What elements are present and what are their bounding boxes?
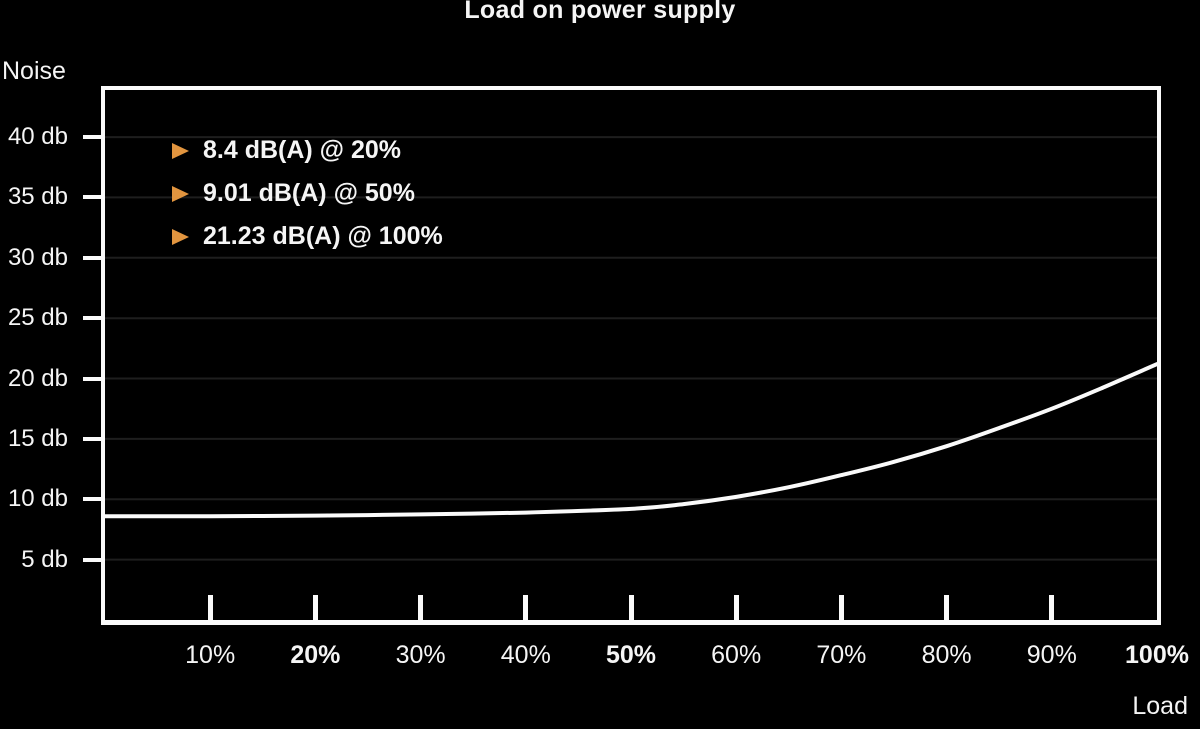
x-tick-mark (944, 595, 950, 620)
x-tick-mark (628, 595, 634, 620)
x-tick-mark (312, 595, 318, 620)
legend-label: 21.23 dB(A) @ 100% (203, 222, 443, 250)
y-tick-mark (83, 316, 105, 321)
y-tick-label: 35 db (7, 183, 68, 211)
legend-label: 9.01 dB(A) @ 50% (203, 179, 415, 207)
x-tick-mark (1049, 595, 1055, 620)
x-tick-label: 20% (290, 641, 341, 669)
legend: 8.4 dB(A) @ 20% 9.01 dB(A) @ 50% 21.23 d… (172, 136, 443, 251)
y-tick-label: 15 db (7, 424, 68, 452)
plot-area (101, 86, 1161, 625)
x-tick-label: 40% (500, 641, 551, 669)
arrow-right-icon (172, 228, 189, 245)
y-tick-label: 30 db (7, 243, 68, 271)
x-tick-mark (207, 595, 213, 620)
x-tick-mark (733, 595, 739, 620)
legend-label: 8.4 dB(A) @ 20% (203, 136, 402, 164)
legend-item: 21.23 dB(A) @ 100% (172, 222, 443, 251)
legend-item: 8.4 dB(A) @ 20% (172, 136, 443, 165)
y-tick-mark (83, 376, 105, 381)
y-tick-mark (83, 135, 105, 140)
x-tick-label: 70% (816, 641, 867, 669)
x-tick-mark (418, 595, 424, 620)
x-tick-label: 30% (395, 641, 446, 669)
y-tick-mark (83, 255, 105, 260)
y-tick-mark (83, 557, 105, 562)
x-tick-label: 90% (1026, 641, 1077, 669)
y-tick-mark (83, 436, 105, 441)
arrow-right-icon (172, 142, 189, 159)
x-tick-label: 100% (1125, 641, 1189, 669)
x-tick-label: 60% (711, 641, 762, 669)
y-tick-label: 5 db (21, 545, 68, 573)
x-tick-mark (838, 595, 844, 620)
x-tick-label: 50% (605, 641, 657, 669)
chart-title: Load on power supply (464, 0, 736, 24)
y-tick-label: 40 db (7, 123, 68, 151)
legend-item: 9.01 dB(A) @ 50% (172, 179, 443, 208)
noise-curve (105, 362, 1157, 519)
y-axis-title: Noise (2, 57, 66, 85)
y-tick-label: 10 db (7, 485, 68, 513)
arrow-right-icon (172, 185, 189, 202)
y-tick-label: 25 db (7, 304, 68, 332)
y-tick-mark (83, 195, 105, 200)
x-tick-label: 80% (921, 641, 972, 669)
x-tick-mark (523, 595, 529, 620)
y-tick-label: 20 db (7, 364, 68, 392)
x-tick-label: 10% (185, 641, 236, 669)
x-axis-title: Load (1132, 692, 1188, 720)
chart-canvas (105, 136, 1157, 561)
y-tick-mark (83, 497, 105, 502)
